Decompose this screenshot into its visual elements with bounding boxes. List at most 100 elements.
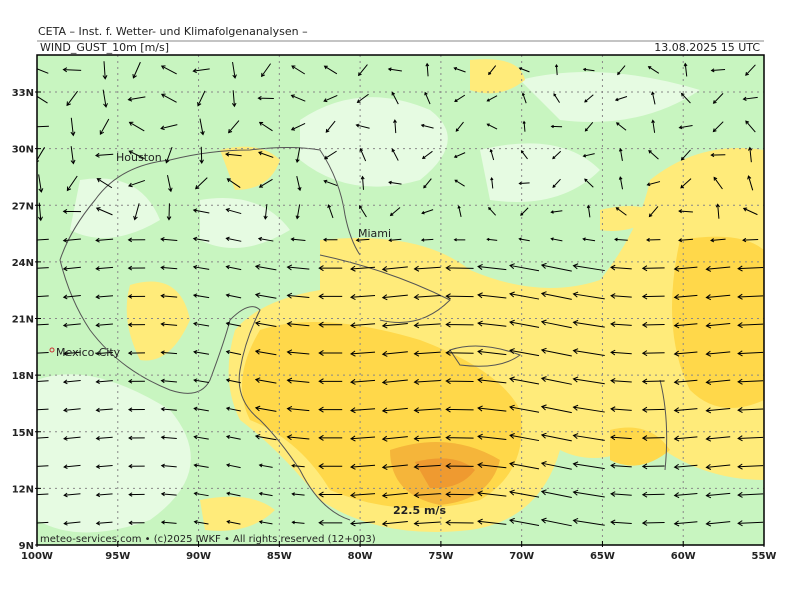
wind-arrow [641, 350, 665, 357]
wind-arrow [350, 435, 376, 442]
wind-arrow [357, 64, 368, 77]
wind-arrow [63, 521, 81, 526]
wind-arrow [38, 174, 44, 193]
wind-arrow [318, 519, 343, 526]
lon-label: 90W [186, 551, 211, 562]
wind-arrow [95, 464, 113, 469]
wind-arrow [445, 349, 474, 356]
wind-arrow [641, 491, 665, 498]
wind-arrow [705, 492, 731, 499]
wind-arrow [258, 121, 273, 132]
wind-arrow [488, 206, 497, 216]
wind-arrow [540, 517, 572, 527]
lon-label: 100W [21, 551, 53, 562]
wind-arrow [540, 291, 572, 300]
wind-arrow [258, 520, 273, 525]
wind-arrow [673, 520, 698, 527]
wind-arrow [445, 491, 474, 498]
wind-arrow [522, 120, 526, 132]
wind-arrow [737, 406, 764, 413]
lat-label: 24N [12, 258, 34, 269]
wind-arrow [713, 176, 723, 190]
wind-arrow [413, 322, 441, 329]
wind-arrow [737, 378, 764, 385]
wind-arrow [286, 264, 310, 271]
wind-arrow [455, 121, 464, 132]
max-annotation: 22.5 m/s [393, 504, 446, 517]
wind-arrow [128, 464, 145, 469]
wind-arrow [710, 68, 726, 73]
lat-label: 27N [12, 201, 34, 212]
wind-arrow [254, 433, 277, 441]
city-marker [49, 347, 55, 353]
wind-arrow [705, 463, 731, 470]
wind-arrow [95, 322, 113, 328]
wind-arrow [680, 92, 691, 104]
wind-arrow [477, 320, 507, 327]
wind-arrow [413, 407, 441, 414]
wind-arrow [641, 265, 665, 272]
wind-arrow [128, 121, 145, 132]
wind-arrow [445, 519, 474, 526]
wind-arrow [641, 378, 665, 385]
wind-arrow [37, 68, 49, 74]
wind-arrow [128, 492, 145, 497]
wind-arrow [192, 208, 210, 214]
lat-label: 33N [12, 88, 34, 99]
wind-arrow [391, 91, 399, 105]
wind-arrow [257, 236, 274, 242]
wind-arrow [197, 90, 206, 107]
wind-arrow [673, 463, 698, 470]
wind-arrow [678, 209, 693, 214]
wind-arrow [610, 519, 632, 526]
wind-arrow [509, 376, 540, 385]
wind-arrow [160, 520, 177, 525]
wind-arrow [322, 237, 338, 242]
wind-arrow [127, 379, 145, 384]
wind-arrow [102, 89, 108, 108]
wind-arrow [295, 204, 301, 220]
wind-arrow [295, 147, 301, 164]
wind-arrow [445, 293, 474, 300]
wind-arrow [160, 406, 177, 412]
wind-arrow [381, 464, 408, 471]
wind-arrow [509, 404, 540, 413]
wind-arrow [160, 463, 177, 468]
wind-arrow [193, 463, 209, 468]
wind-arrow [381, 322, 408, 329]
wind-arrow [95, 207, 113, 216]
wind-arrow [199, 146, 204, 164]
wind-arrow [225, 208, 242, 215]
wind-arrow [572, 263, 605, 272]
wind-arrow [318, 321, 343, 328]
wind-arrow [615, 207, 627, 216]
wind-arrow [614, 96, 628, 102]
wind-arrow [286, 377, 310, 384]
wind-arrow [37, 95, 48, 104]
wind-arrow [254, 292, 277, 299]
wind-arrow [413, 492, 441, 499]
wind-arrow [614, 237, 628, 242]
wind-arrow [737, 265, 764, 272]
wind-arrow [95, 294, 114, 300]
wind-arrow [477, 518, 507, 525]
wind-arrow [381, 492, 408, 499]
wind-arrow [258, 151, 274, 158]
lat-label: 12N [12, 484, 34, 495]
wind-arrow [521, 92, 527, 104]
wind-arrow [325, 120, 336, 133]
wind-arrow [413, 350, 441, 357]
lat-label: 15N [12, 428, 34, 439]
wind-arrow [192, 293, 210, 299]
wind-arrow [509, 263, 540, 272]
wind-arrow [291, 520, 305, 525]
wind-arrow [37, 147, 46, 163]
wind-arrow [745, 64, 756, 76]
wind-arrow [166, 203, 172, 221]
wind-arrow [350, 378, 376, 385]
wind-arrow [66, 90, 78, 107]
wind-arrows [37, 61, 764, 527]
wind-arrow [572, 517, 605, 526]
wind-arrow [37, 267, 49, 269]
wind-arrow [477, 462, 507, 469]
